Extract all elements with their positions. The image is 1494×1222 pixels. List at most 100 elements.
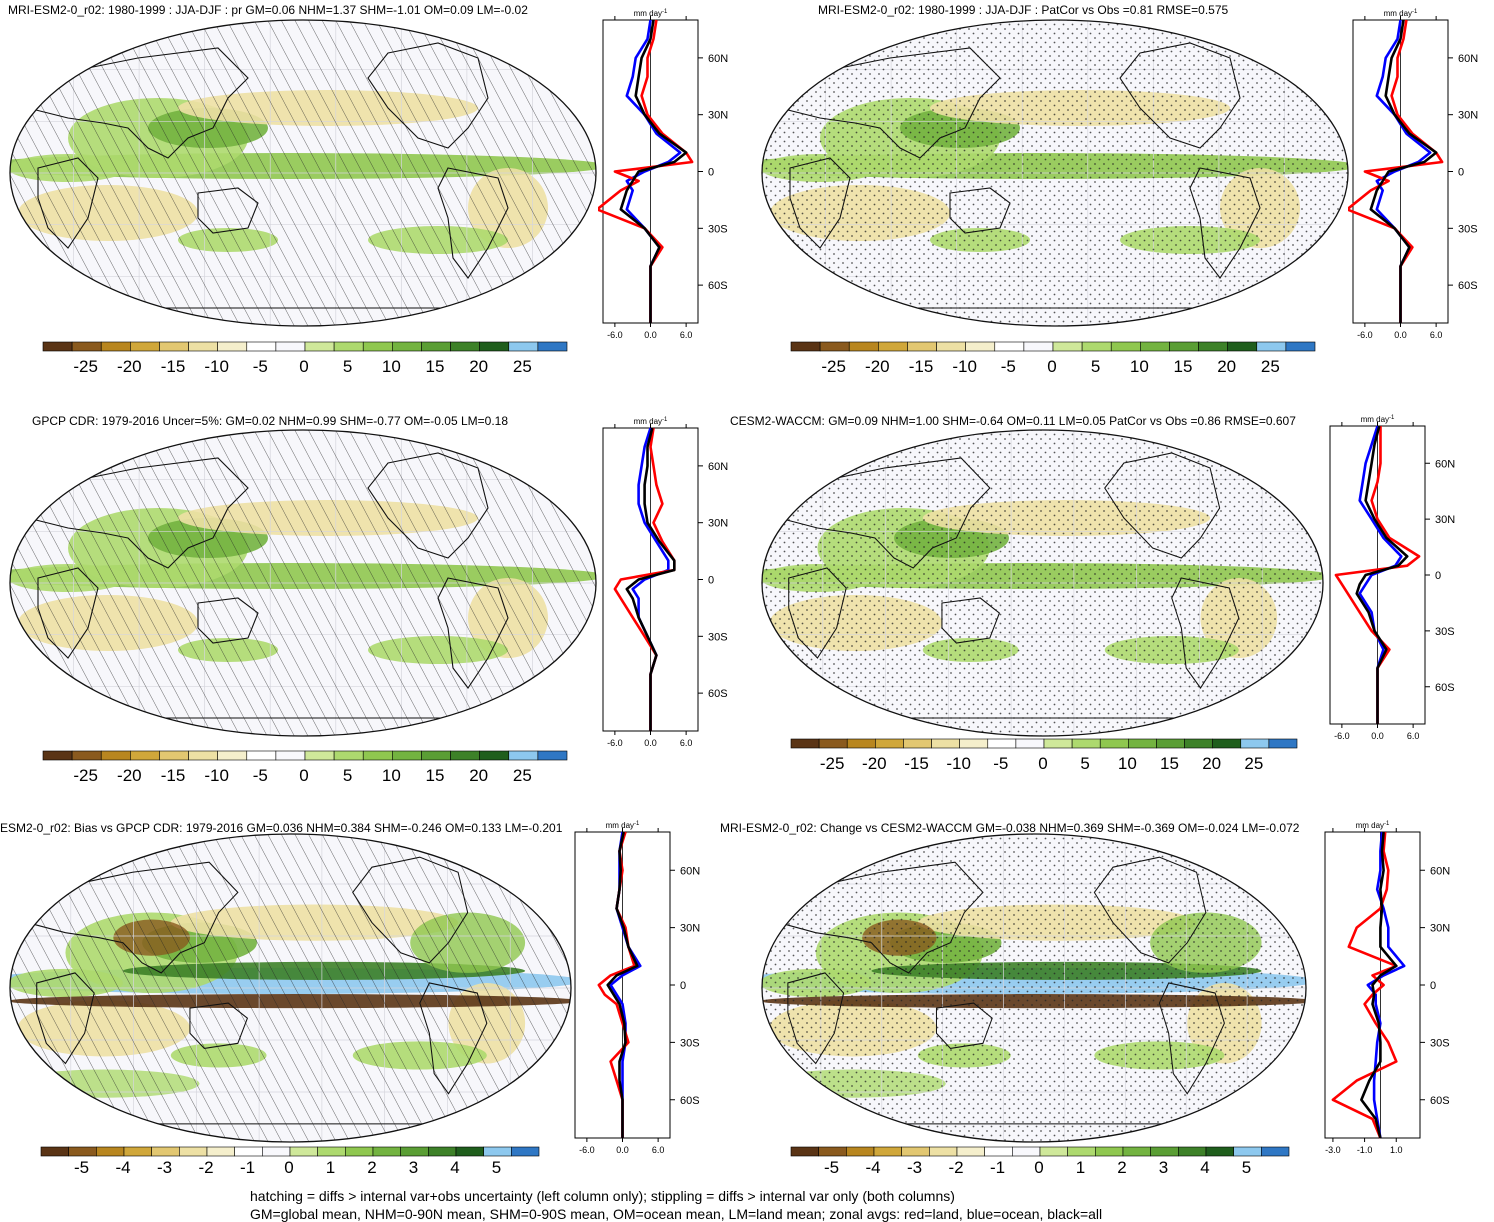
precip-map <box>9 19 597 327</box>
lat-tick-label: 30N <box>1458 110 1478 122</box>
lat-tick-label: 60N <box>1458 53 1478 65</box>
lat-tick-label: 30N <box>708 110 728 122</box>
colorbar-tick-label: -5 <box>252 357 268 376</box>
footnote-line-1: hatching = diffs > internal var+obs unce… <box>250 1188 955 1204</box>
zonal-x-tick-label: 6.0 <box>680 330 693 340</box>
colorbar-labels: -5 -4 -3 -2 -1 0 1 2 3 4 5 <box>790 1158 1288 1180</box>
lat-tick-label: 30S <box>1458 223 1478 235</box>
zonal-mean-plot: mm day-1 60N 30N 0 30S 60S -6.0 0.0 6.0 <box>574 821 700 1155</box>
lat-tick-label: 0 <box>708 575 714 587</box>
zonal-x-tick-label: -1.0 <box>1357 1145 1373 1155</box>
colorbar-tick-label: -20 <box>865 357 890 376</box>
zonal-mean-plot: mm day-1 60N 30N 0 30S 60S -6.0 0.0 6.0 <box>598 9 728 340</box>
panel-title: GPCP CDR: 1979-2016 Uncer=5%: GM=0.02 NH… <box>32 414 509 428</box>
lat-tick-label: 30N <box>680 923 700 935</box>
colorbar-tick-label: 15 <box>1160 754 1179 773</box>
panel-title: ESM2-0_r02: Bias vs GPCP CDR: 1979-2016 … <box>0 821 563 835</box>
colorbar-tick-label: 5 <box>491 1158 502 1177</box>
colorbar-tick-label: 0 <box>1047 357 1057 376</box>
colorbar-tick-label: 20 <box>469 357 489 376</box>
zonal-x-tick-label: 0.0 <box>1371 731 1384 741</box>
zonal-series-all <box>619 19 688 323</box>
colorbar-tick-label: 2 <box>1117 1158 1127 1177</box>
colorbar-labels: -25 -20 -15 -10 -5 0 5 10 15 20 25 <box>790 357 1314 379</box>
lat-tick-label: 0 <box>680 980 686 992</box>
colorbar-tick-label: -10 <box>204 766 229 785</box>
lat-tick-label: 30S <box>708 223 728 235</box>
units-label: mm day-1 <box>634 417 668 426</box>
units-label: mm day-1 <box>1361 415 1395 424</box>
colorbar-tick-label: 25 <box>1260 357 1280 376</box>
colorbar-tick-label: 15 <box>425 357 445 376</box>
zonal-series-land <box>597 831 636 1138</box>
zonal-series-ocean <box>609 831 642 1138</box>
colorbar-tick-label: -5 <box>993 754 1009 773</box>
colorbar-tick-label: 5 <box>342 766 353 785</box>
colorbar-tick-label: 15 <box>425 766 445 785</box>
zonal-x-tick-label: -6.0 <box>1357 330 1373 340</box>
colorbar-tick-label: -5 <box>252 766 268 785</box>
colorbar-tick-label: -5 <box>823 1158 840 1177</box>
lat-tick-label: 60N <box>680 865 700 877</box>
lat-tick-label: 30N <box>1430 923 1450 935</box>
colorbar-tick-label: 0 <box>1038 754 1048 773</box>
colorbar-tick-label: 0 <box>299 357 309 376</box>
zonal-series-all <box>606 831 639 1138</box>
colorbar-tick-label: 25 <box>512 357 532 376</box>
colorbar-tick-label: -20 <box>117 357 142 376</box>
precip-map <box>761 19 1349 327</box>
colorbar-tick-label: 3 <box>1158 1158 1169 1177</box>
zonal-x-tick-label: 0.0 <box>1394 330 1407 340</box>
colorbar-tick-label: -25 <box>73 357 98 376</box>
colorbar-tick-label: 10 <box>1117 754 1137 773</box>
zonal-x-tick-label: 0.0 <box>644 330 657 340</box>
colorbar <box>40 1146 540 1157</box>
colorbar-tick-label: 10 <box>381 357 401 376</box>
lat-tick-label: 30S <box>708 631 728 643</box>
lat-tick-label: 0 <box>1435 570 1441 582</box>
colorbar-tick-label: 5 <box>342 357 353 376</box>
colorbar-tick-label: -3 <box>156 1158 173 1177</box>
colorbar-tick-label: 20 <box>469 766 489 785</box>
zonal-x-tick-label: -6.0 <box>607 738 623 748</box>
panel-title: MRI-ESM2-0_r02: 1980-1999 : JJA-DJF : Pa… <box>818 3 1229 17</box>
colorbar-tick-label: -4 <box>865 1158 881 1177</box>
precip-map <box>761 429 1324 737</box>
colorbar-tick-label: 5 <box>1080 754 1090 773</box>
colorbar-tick-label: 25 <box>1244 754 1264 773</box>
colorbar-tick-label: 20 <box>1217 357 1237 376</box>
colorbar-tick-label: 10 <box>1129 357 1149 376</box>
lat-tick-label: 60N <box>708 461 728 473</box>
zonal-series-all <box>625 427 676 731</box>
lat-tick-label: 30N <box>1435 514 1455 526</box>
colorbar <box>790 341 1316 352</box>
colorbar-tick-label: -3 <box>906 1158 923 1177</box>
lat-tick-label: 60N <box>1435 458 1455 470</box>
zonal-series-ocean <box>625 19 682 323</box>
units-label: mm day-1 <box>606 821 640 830</box>
units-label: mm day-1 <box>1356 821 1390 830</box>
lat-tick-label: 0 <box>708 167 714 179</box>
colorbar <box>790 1146 1290 1157</box>
lat-tick-label: 30S <box>680 1037 700 1049</box>
lat-tick-label: 0 <box>1458 167 1464 179</box>
zonal-x-tick-label: 6.0 <box>1407 731 1420 741</box>
zonal-x-tick-label: -3.0 <box>1325 1145 1341 1155</box>
zonal-x-tick-label: 6.0 <box>1430 330 1443 340</box>
colorbar-tick-label: 25 <box>512 766 532 785</box>
colorbar-tick-label: 10 <box>381 766 401 785</box>
colorbar-tick-label: 1 <box>325 1158 336 1177</box>
colorbar-tick-label: 4 <box>450 1158 460 1177</box>
colorbar-tick-label: -2 <box>198 1158 214 1177</box>
colorbar-tick-label: 1 <box>1075 1158 1086 1177</box>
lat-tick-label: 60S <box>1458 280 1478 292</box>
colorbar-tick-label: 0 <box>284 1158 294 1177</box>
colorbar <box>790 738 1298 749</box>
lat-tick-label: 60N <box>1430 865 1450 877</box>
colorbar-tick-label: 2 <box>367 1158 377 1177</box>
colorbar-labels: -5 -4 -3 -2 -1 0 1 2 3 4 5 <box>40 1158 538 1180</box>
precip-map <box>9 429 597 737</box>
colorbar-tick-label: 20 <box>1202 754 1222 773</box>
panel-title: MRI-ESM2-0_r02: Change vs CESM2-WACCM GM… <box>720 821 1300 835</box>
colorbar-tick-label: -10 <box>952 357 977 376</box>
